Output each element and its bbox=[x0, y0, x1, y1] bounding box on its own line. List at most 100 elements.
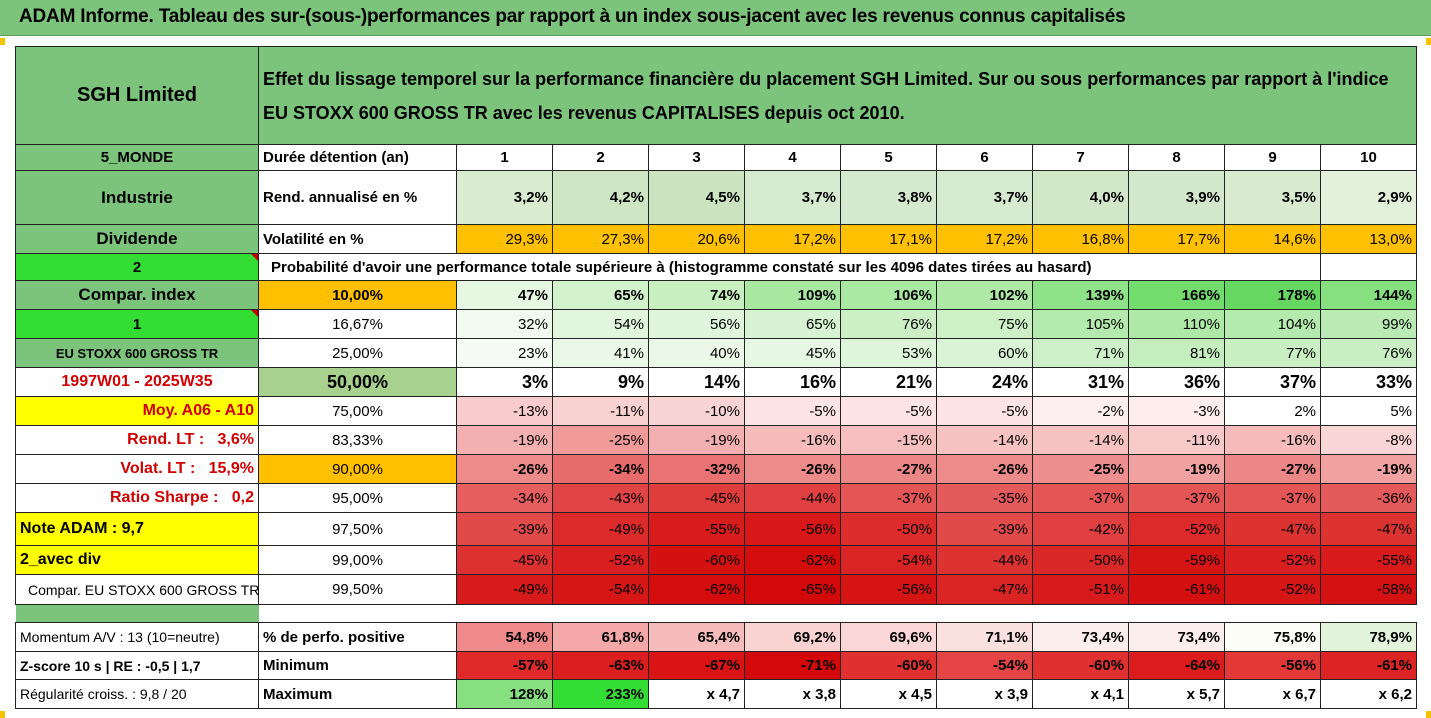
row-label-cell[interactable]: Minimum bbox=[258, 651, 457, 680]
value-cell[interactable]: 16,8% bbox=[1032, 224, 1129, 254]
value-cell[interactable]: 60% bbox=[936, 338, 1033, 368]
value-cell[interactable]: 54% bbox=[552, 309, 649, 339]
value-cell[interactable]: -39% bbox=[456, 512, 553, 546]
value-cell[interactable]: 37% bbox=[1224, 367, 1321, 397]
value-cell[interactable]: -37% bbox=[1128, 483, 1225, 513]
long-term-volatility-cell[interactable]: Volat. LT : 15,9% bbox=[15, 454, 259, 484]
percentile-cell[interactable]: 10,00% bbox=[258, 280, 457, 310]
value-cell[interactable]: -50% bbox=[1032, 545, 1129, 575]
value-cell[interactable]: -56% bbox=[1224, 651, 1321, 680]
value-cell[interactable]: -15% bbox=[840, 425, 937, 455]
value-cell[interactable]: -51% bbox=[1032, 574, 1129, 605]
value-cell[interactable]: -62% bbox=[648, 574, 745, 605]
value-cell[interactable]: -11% bbox=[552, 396, 649, 426]
comparison-cell[interactable]: Compar. EU STOXX 600 GROSS TR bbox=[15, 574, 259, 605]
value-cell[interactable]: 2,9% bbox=[1320, 170, 1417, 225]
value-cell[interactable]: -57% bbox=[456, 651, 553, 680]
zscore-cell[interactable]: Z-score 10 s | RE : -0,5 | 1,7 bbox=[15, 651, 259, 680]
value-cell[interactable]: 10 bbox=[1320, 144, 1417, 171]
value-cell[interactable]: -10% bbox=[648, 396, 745, 426]
value-cell[interactable]: -58% bbox=[1320, 574, 1417, 605]
percentile-cell[interactable]: 16,67% bbox=[258, 309, 457, 339]
index-option-cell[interactable]: 1 bbox=[15, 309, 259, 339]
value-cell[interactable]: 13,0% bbox=[1320, 224, 1417, 254]
value-cell[interactable]: 76% bbox=[1320, 338, 1417, 368]
value-cell[interactable]: 128% bbox=[456, 679, 553, 709]
value-cell[interactable]: -52% bbox=[1128, 512, 1225, 546]
percentile-cell[interactable]: 25,00% bbox=[258, 338, 457, 368]
value-cell[interactable]: 3,8% bbox=[840, 170, 937, 225]
value-cell[interactable]: 3 bbox=[648, 144, 745, 171]
value-cell[interactable]: -35% bbox=[936, 483, 1033, 513]
value-cell[interactable]: 166% bbox=[1128, 280, 1225, 310]
value-cell[interactable]: -61% bbox=[1320, 651, 1417, 680]
value-cell[interactable]: 144% bbox=[1320, 280, 1417, 310]
value-cell[interactable]: 29,3% bbox=[456, 224, 553, 254]
value-cell[interactable]: -27% bbox=[840, 454, 937, 484]
value-cell[interactable]: -52% bbox=[1224, 545, 1321, 575]
row-label-cell[interactable]: Maximum bbox=[258, 679, 457, 709]
value-cell[interactable]: -56% bbox=[840, 574, 937, 605]
value-cell[interactable]: 71% bbox=[1032, 338, 1129, 368]
value-cell[interactable]: 109% bbox=[744, 280, 841, 310]
value-cell[interactable]: -43% bbox=[552, 483, 649, 513]
option-cell[interactable]: 2 bbox=[15, 253, 259, 281]
value-cell[interactable]: 73,4% bbox=[1032, 622, 1129, 652]
value-cell[interactable]: 17,2% bbox=[936, 224, 1033, 254]
value-cell[interactable]: x 4,7 bbox=[648, 679, 745, 709]
momentum-cell[interactable]: Momentum A/V : 13 (10=neutre) bbox=[15, 622, 259, 652]
value-cell[interactable]: 69,2% bbox=[744, 622, 841, 652]
value-cell[interactable]: 73,4% bbox=[1128, 622, 1225, 652]
value-cell[interactable]: 36% bbox=[1128, 367, 1225, 397]
value-cell[interactable]: -39% bbox=[936, 512, 1033, 546]
value-cell[interactable]: -45% bbox=[456, 545, 553, 575]
value-cell[interactable]: 33% bbox=[1320, 367, 1417, 397]
value-cell[interactable]: 16% bbox=[744, 367, 841, 397]
value-cell[interactable]: 4,0% bbox=[1032, 170, 1129, 225]
value-cell[interactable]: 56% bbox=[648, 309, 745, 339]
value-cell[interactable]: -52% bbox=[1224, 574, 1321, 605]
value-cell[interactable]: 102% bbox=[936, 280, 1033, 310]
index-name-cell[interactable]: EU STOXX 600 GROSS TR bbox=[15, 338, 259, 368]
value-cell[interactable]: 69,6% bbox=[840, 622, 937, 652]
value-cell[interactable]: 14,6% bbox=[1224, 224, 1321, 254]
value-cell[interactable]: -52% bbox=[552, 545, 649, 575]
value-cell[interactable]: 74% bbox=[648, 280, 745, 310]
median-percentile-cell[interactable]: 50,00% bbox=[258, 367, 457, 397]
value-cell[interactable]: -50% bbox=[840, 512, 937, 546]
value-cell[interactable]: -19% bbox=[1320, 454, 1417, 484]
dividend-option-cell[interactable]: 2_avec div bbox=[15, 545, 259, 575]
value-cell[interactable]: 139% bbox=[1032, 280, 1129, 310]
value-cell[interactable]: -55% bbox=[648, 512, 745, 546]
value-cell[interactable]: -37% bbox=[1224, 483, 1321, 513]
value-cell[interactable]: -49% bbox=[456, 574, 553, 605]
value-cell[interactable]: -60% bbox=[1032, 651, 1129, 680]
value-cell[interactable]: x 4,5 bbox=[840, 679, 937, 709]
value-cell[interactable]: 65% bbox=[744, 309, 841, 339]
value-cell[interactable]: 3% bbox=[456, 367, 553, 397]
value-cell[interactable]: -19% bbox=[1128, 454, 1225, 484]
value-cell[interactable]: -25% bbox=[552, 425, 649, 455]
value-cell[interactable]: -5% bbox=[936, 396, 1033, 426]
value-cell[interactable]: 17,7% bbox=[1128, 224, 1225, 254]
value-cell[interactable]: -14% bbox=[1032, 425, 1129, 455]
value-cell[interactable]: 17,2% bbox=[744, 224, 841, 254]
percentile-cell[interactable]: 99,00% bbox=[258, 545, 457, 575]
value-cell[interactable]: -26% bbox=[936, 454, 1033, 484]
value-cell[interactable]: 5% bbox=[1320, 396, 1417, 426]
value-cell[interactable]: 105% bbox=[1032, 309, 1129, 339]
value-cell[interactable]: 24% bbox=[936, 367, 1033, 397]
value-cell[interactable]: 41% bbox=[552, 338, 649, 368]
value-cell[interactable]: x 3,8 bbox=[744, 679, 841, 709]
value-cell[interactable]: -54% bbox=[936, 651, 1033, 680]
value-cell[interactable]: x 3,9 bbox=[936, 679, 1033, 709]
value-cell[interactable]: 75% bbox=[936, 309, 1033, 339]
value-cell[interactable]: -64% bbox=[1128, 651, 1225, 680]
value-cell[interactable]: -19% bbox=[648, 425, 745, 455]
value-cell[interactable]: -54% bbox=[840, 545, 937, 575]
value-cell[interactable]: 3,7% bbox=[936, 170, 1033, 225]
value-cell[interactable]: -14% bbox=[936, 425, 1033, 455]
value-cell[interactable]: 32% bbox=[456, 309, 553, 339]
value-cell[interactable]: 65% bbox=[552, 280, 649, 310]
description-cell[interactable]: Effet du lissage temporel sur la perform… bbox=[258, 46, 1417, 145]
